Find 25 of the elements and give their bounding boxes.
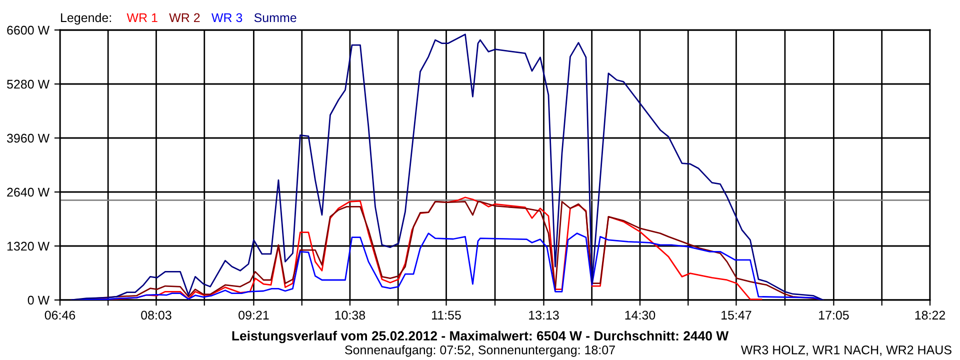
text: Leistungsverlauf vom 25.02.2012 - Maximalwert: 6504 W - Durchschnitt: 2440 W — [232, 330, 729, 344]
text: WR 2 — [169, 13, 200, 22]
x-tick-label: 13:13 — [529, 310, 559, 320]
y-tick-label: 2640 W — [7, 188, 50, 197]
text: WR3 HOLZ, WR1 NACH, WR2 HAUS — [740, 346, 952, 356]
text: Sonnenaufgang: 07:52, Sonnenuntergang: 18:07 — [345, 345, 615, 357]
x-tick-label: 09:21 — [238, 310, 269, 320]
text: WR 1 — [126, 13, 158, 22]
legend-title: Legende: — [61, 12, 111, 25]
text: WR 3 — [211, 13, 242, 22]
y-tick-label: 5280 W — [7, 80, 50, 89]
x-tick-label: 08:03 — [141, 310, 172, 320]
line-series — [70, 34, 824, 300]
x-tick-label: 10:38 — [335, 310, 366, 320]
x-tick-label: 14:30 — [625, 310, 656, 320]
x-tick-label: 11:55 — [432, 310, 461, 320]
x-tick-label: 15:47 — [722, 310, 752, 320]
text: Summe — [254, 13, 296, 22]
y-tick-label: 6600 W — [7, 26, 50, 35]
x-tick-label: 06:46 — [44, 310, 76, 320]
y-tick-label: 3960 W — [6, 134, 50, 143]
x-tick-label: 18:22 — [915, 310, 946, 320]
y-tick-label: 0 W — [28, 296, 50, 305]
x-tick-label: 17:05 — [819, 310, 849, 320]
y-tick-label: 1320 W — [7, 242, 50, 251]
